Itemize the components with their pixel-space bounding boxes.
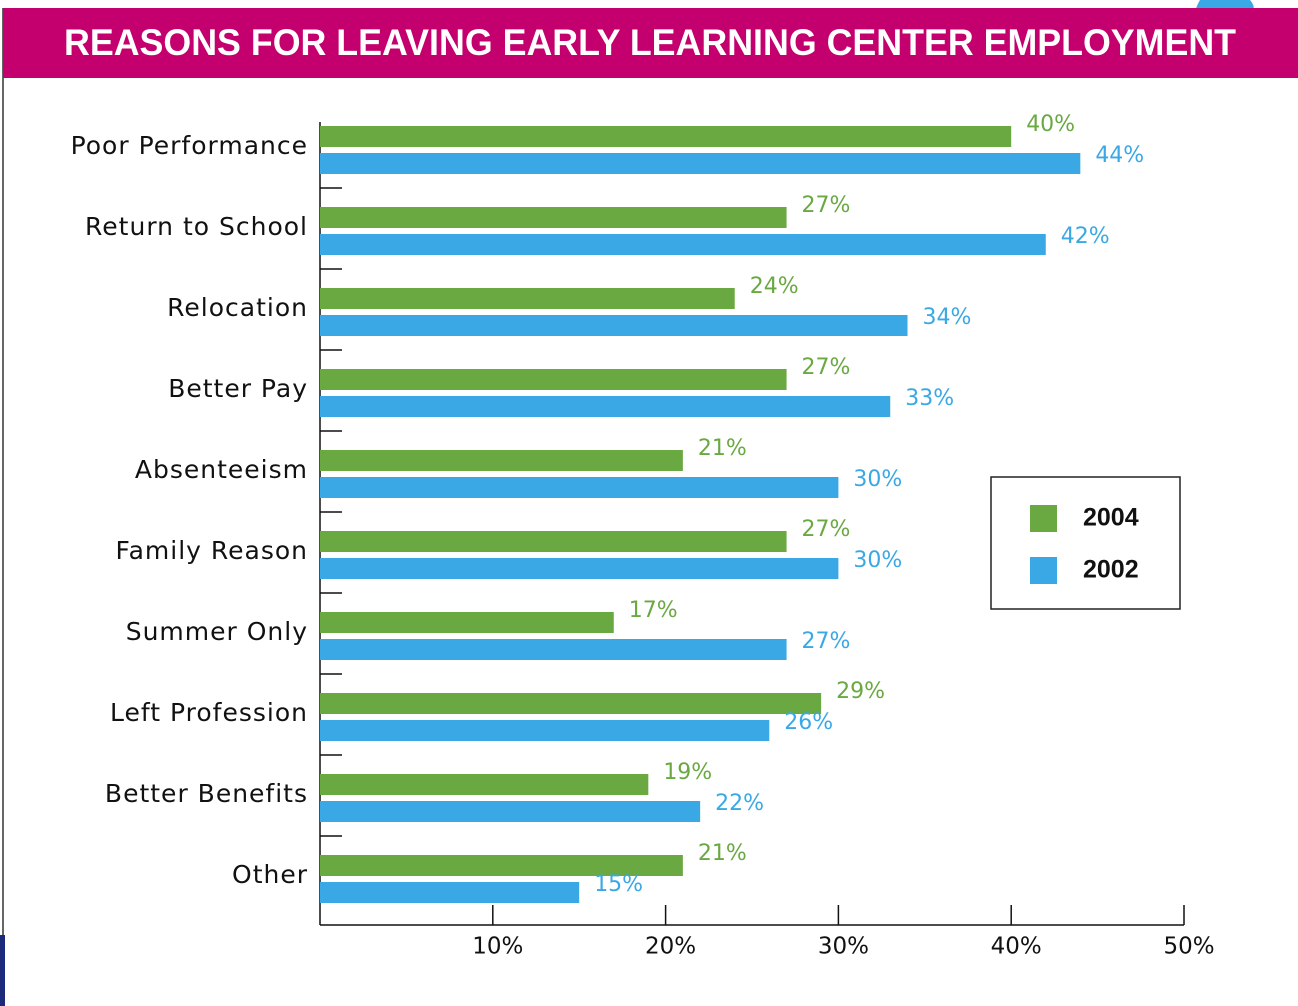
value-label: 30% (853, 548, 902, 573)
x-tick-label: 40% (991, 934, 1042, 960)
category-label: Better Pay (168, 374, 308, 403)
category-label: Other (232, 860, 308, 889)
value-label: 34% (923, 305, 972, 330)
category-label: Left Profession (110, 698, 308, 727)
decoration (0, 935, 5, 1006)
bar (320, 531, 787, 552)
value-label: 27% (802, 193, 851, 218)
bar (320, 315, 908, 336)
bar (320, 153, 1080, 174)
value-label: 27% (802, 355, 851, 380)
bar (320, 477, 838, 498)
category-label: Summer Only (126, 617, 308, 646)
bar (320, 126, 1011, 147)
value-label: 24% (750, 274, 799, 299)
value-label: 17% (629, 598, 678, 623)
category-label: Better Benefits (105, 779, 308, 808)
bar (320, 801, 700, 822)
value-label: 21% (698, 841, 747, 866)
value-label: 42% (1061, 224, 1110, 249)
bar (320, 693, 821, 714)
chart-title: REASONS FOR LEAVING EARLY LEARNING CENTE… (64, 22, 1236, 63)
bar (320, 396, 890, 417)
value-label: 26% (784, 710, 833, 735)
category-label: Absenteeism (135, 455, 308, 484)
category-label: Return to School (85, 212, 308, 241)
bar (320, 369, 787, 390)
value-label: 33% (905, 386, 954, 411)
bar (320, 612, 614, 633)
value-label: 15% (594, 872, 643, 897)
category-label: Poor Performance (71, 131, 308, 160)
value-label: 19% (663, 760, 712, 785)
legend-label: 2002 (1083, 556, 1139, 584)
x-tick-label: 30% (818, 934, 869, 960)
bar (320, 234, 1046, 255)
value-label: 21% (698, 436, 747, 461)
legend-swatch (1030, 557, 1057, 584)
value-label: 44% (1095, 143, 1144, 168)
bar (320, 207, 787, 228)
bar (320, 450, 683, 471)
value-label: 22% (715, 791, 764, 816)
bar (320, 882, 579, 903)
legend-swatch (1030, 505, 1057, 532)
legend-box (991, 477, 1180, 609)
value-label: 27% (802, 629, 851, 654)
value-label: 27% (802, 517, 851, 542)
legend-label: 2004 (1083, 504, 1139, 532)
bar (320, 774, 648, 795)
x-tick-label: 50% (1163, 934, 1214, 960)
value-label: 29% (836, 679, 885, 704)
value-label: 40% (1026, 112, 1075, 137)
x-tick-label: 10% (472, 934, 523, 960)
bar (320, 288, 735, 309)
category-label: Relocation (167, 293, 308, 322)
value-label: 30% (853, 467, 902, 492)
bar (320, 720, 769, 741)
chart: REASONS FOR LEAVING EARLY LEARNING CENTE… (0, 0, 1298, 1006)
x-tick-label: 20% (645, 934, 696, 960)
category-label: Family Reason (115, 536, 308, 565)
bar (320, 558, 838, 579)
bar (320, 639, 787, 660)
